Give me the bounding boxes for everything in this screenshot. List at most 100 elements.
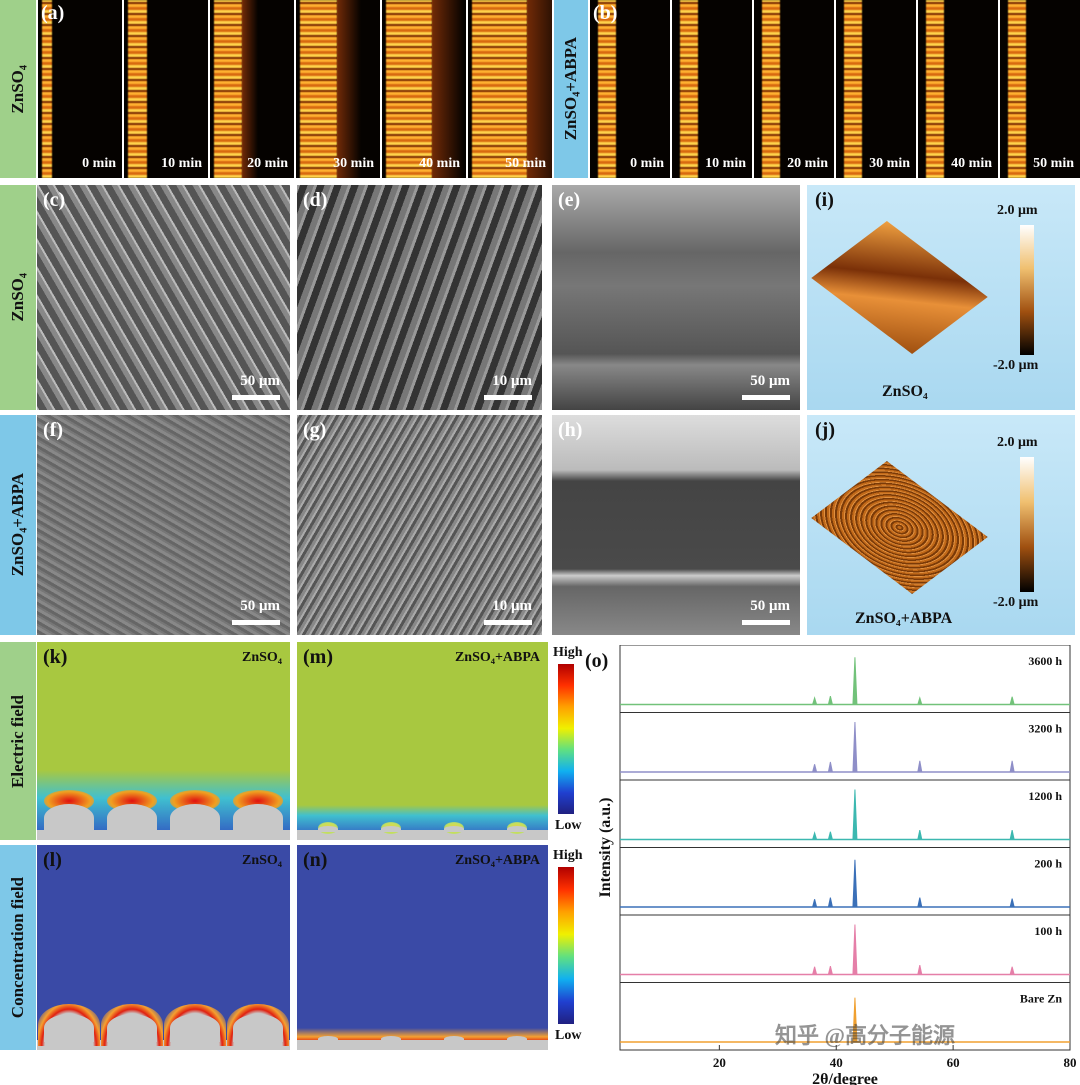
deposit [214, 0, 242, 178]
colorbar [558, 867, 574, 1024]
row-label-text: Concentration field [8, 876, 27, 1019]
row-label-text: ZnSO₄+ABPA [561, 37, 580, 141]
peak [852, 789, 858, 840]
sem-image: (d) 10 μm [297, 185, 542, 410]
simulation-panel: (k) ZnSO₄ [37, 642, 290, 840]
frame-image: 20 min [210, 0, 294, 178]
series-label: 200 h [1034, 857, 1062, 871]
scale-bar [232, 620, 280, 625]
colorbar [1020, 225, 1034, 355]
peak [1009, 696, 1015, 705]
dendrite-bump [443, 1036, 464, 1042]
x-tick-label: 40 [830, 1055, 843, 1070]
row-label-text: ZnSO₄ [8, 273, 27, 322]
frame-image: 30 min [296, 0, 380, 178]
series-label: 3600 h [1028, 654, 1062, 668]
deposit [300, 0, 337, 178]
panel-label: (c) [43, 189, 66, 211]
scale-bar [742, 620, 790, 625]
peak [917, 760, 923, 773]
scale-bar [484, 395, 532, 400]
frame-image: 0 min (a) [38, 0, 122, 178]
deposit [472, 0, 527, 178]
dendrite-bump [43, 1014, 94, 1042]
sem-image: (h) 50 μm [552, 415, 800, 635]
dendrite-bump [318, 826, 339, 832]
simulation-panel: (l) ZnSO₄ [37, 845, 290, 1050]
row-label: ZnSO₄+ABPA [0, 415, 36, 635]
glow [337, 0, 361, 178]
subplot-frame [619, 914, 1071, 983]
colorbar-min: -2.0 μm [993, 358, 1039, 373]
colorbar-high: High [553, 848, 583, 863]
colorbar [558, 664, 574, 814]
row-label: ZnSO₄ [0, 0, 36, 178]
time-label: 0 min [630, 156, 664, 171]
panel-label: (a) [41, 2, 65, 24]
substrate [297, 830, 548, 840]
scale-text: 10 μm [492, 598, 532, 614]
frame-image: 20 min [754, 0, 834, 178]
colorbar-max: 2.0 μm [997, 435, 1038, 450]
x-tick-label: 80 [1064, 1055, 1077, 1070]
peak [811, 966, 818, 975]
subplot-frame [619, 847, 1071, 916]
glow [242, 0, 258, 178]
frame-image: 30 min [836, 0, 916, 178]
time-label: 10 min [161, 156, 202, 171]
peak [811, 764, 818, 773]
peak [827, 897, 834, 908]
dendrite-bump [318, 1036, 339, 1042]
dendrite-bump [170, 804, 221, 832]
dendrite-bump [170, 1014, 221, 1042]
afm-panel: (j) 2.0 μm -2.0 μm ZnSO₄+ABPA [807, 415, 1075, 635]
x-axis-label: 2θ/degree [812, 1071, 878, 1085]
colorbar-max: 2.0 μm [997, 203, 1038, 218]
peak [917, 696, 923, 705]
panel-label: (e) [558, 189, 581, 211]
scale-text: 10 μm [492, 373, 532, 389]
time-label: 20 min [247, 156, 288, 171]
deposit [128, 0, 147, 178]
peak [811, 899, 818, 908]
glow [432, 0, 464, 178]
peak [917, 897, 923, 908]
peak [827, 831, 834, 840]
scale-text: 50 μm [750, 373, 790, 389]
panel-label: (k) [43, 646, 68, 668]
deposit [680, 0, 698, 178]
time-label: 0 min [82, 156, 116, 171]
subplot-frame [619, 712, 1071, 781]
afm-surface [811, 461, 988, 594]
time-label: 10 min [705, 156, 746, 171]
time-label: 20 min [787, 156, 828, 171]
series-label: 3200 h [1028, 722, 1062, 736]
row-label: Electric field [0, 642, 36, 840]
peak [827, 696, 834, 705]
simulation-panel: (n) ZnSO₄+ABPA [297, 845, 548, 1050]
dendrite-bump [233, 1014, 284, 1042]
subplot-frame [619, 645, 1071, 713]
sem-image: (c) 50 μm [37, 185, 290, 410]
panel-label: (j) [815, 419, 835, 441]
scale-bar [232, 395, 280, 400]
substrate [37, 830, 290, 840]
row-label-text: ZnSO₄+ABPA [8, 473, 27, 577]
colorbar-high: High [553, 645, 583, 660]
frame-image: 50 min [1000, 0, 1080, 178]
subplot-frame [619, 982, 1071, 1051]
row-label-text: Electric field [8, 694, 27, 788]
deposit [598, 0, 616, 178]
glow [527, 0, 552, 178]
peak [852, 859, 858, 908]
series-label: 100 h [1034, 924, 1062, 938]
peak [852, 997, 858, 1043]
panel-label: (h) [558, 419, 583, 441]
dendrite-bump [106, 804, 157, 832]
deposit [1008, 0, 1026, 178]
scale-text: 50 μm [750, 598, 790, 614]
dendrite-bump [506, 1036, 527, 1042]
deposit [42, 0, 52, 178]
deposit [844, 0, 862, 178]
